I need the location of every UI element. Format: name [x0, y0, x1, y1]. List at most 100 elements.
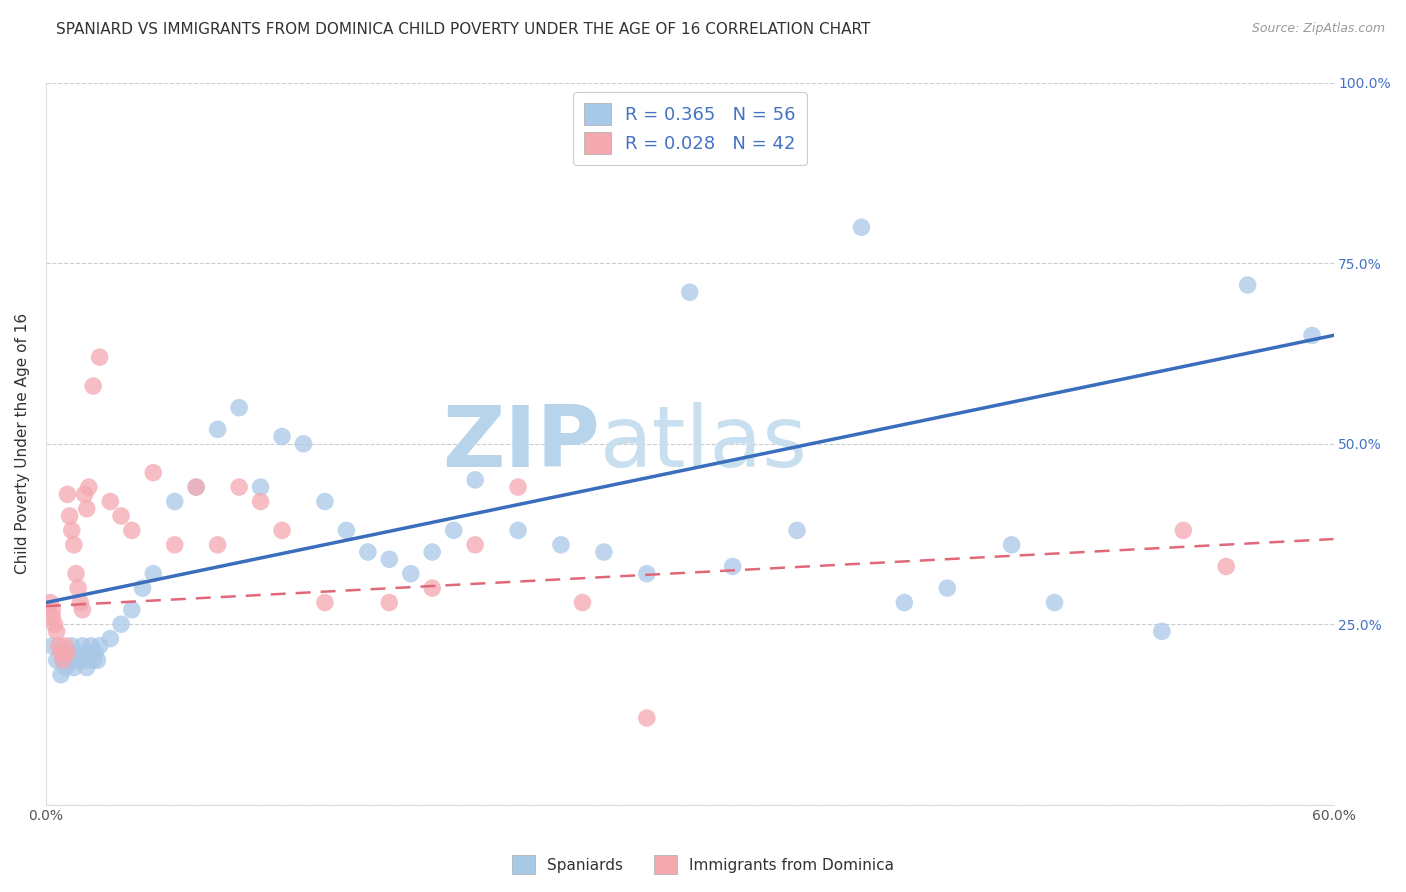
Point [58, 508, 80, 523]
Point [52, 653, 75, 667]
Point [48, 639, 70, 653]
Point [45, 624, 67, 639]
Point [186, 480, 208, 494]
Point [163, 494, 186, 508]
Point [399, 566, 422, 581]
Point [851, 220, 873, 235]
Point [1150, 624, 1173, 639]
Point [314, 494, 336, 508]
Point [72, 639, 94, 653]
Point [207, 538, 229, 552]
Point [249, 494, 271, 508]
Point [1001, 538, 1024, 552]
Point [53, 660, 76, 674]
Point [82, 379, 104, 393]
Point [1215, 559, 1237, 574]
Point [271, 524, 294, 538]
Point [636, 711, 658, 725]
Point [249, 480, 271, 494]
Point [41, 603, 63, 617]
Point [420, 581, 443, 595]
Point [142, 566, 165, 581]
Point [271, 429, 294, 443]
Point [121, 524, 143, 538]
Point [142, 466, 165, 480]
Legend: R = 0.365   N = 56, R = 0.028   N = 42: R = 0.365 N = 56, R = 0.028 N = 42 [572, 92, 807, 165]
Point [506, 524, 529, 538]
Point [110, 508, 132, 523]
Legend: Spaniards, Immigrants from Dominica: Spaniards, Immigrants from Dominica [506, 849, 900, 880]
Point [41, 639, 63, 653]
Point [786, 524, 808, 538]
Point [84, 646, 107, 660]
Point [98, 494, 121, 508]
Point [593, 545, 616, 559]
Point [77, 480, 100, 494]
Point [163, 538, 186, 552]
Point [58, 653, 80, 667]
Text: ZIP: ZIP [441, 402, 599, 485]
Point [378, 552, 401, 566]
Point [60, 524, 83, 538]
Point [420, 545, 443, 559]
Point [56, 646, 79, 660]
Point [636, 566, 658, 581]
Point [76, 660, 98, 674]
Point [121, 603, 143, 617]
Point [56, 646, 79, 660]
Point [65, 653, 87, 667]
Point [1301, 328, 1323, 343]
Point [207, 422, 229, 436]
Point [98, 632, 121, 646]
Point [63, 660, 86, 674]
Point [39, 596, 62, 610]
Point [67, 646, 90, 660]
Point [464, 538, 486, 552]
Point [1236, 278, 1258, 293]
Point [110, 617, 132, 632]
Y-axis label: Child Poverty Under the Age of 16: Child Poverty Under the Age of 16 [15, 313, 30, 574]
Point [82, 653, 104, 667]
Point [49, 667, 72, 681]
Point [41, 610, 63, 624]
Point [936, 581, 959, 595]
Point [73, 653, 96, 667]
Point [506, 480, 529, 494]
Point [44, 617, 66, 632]
Point [65, 566, 87, 581]
Point [721, 559, 744, 574]
Text: atlas: atlas [599, 402, 807, 485]
Point [378, 596, 401, 610]
Point [89, 639, 111, 653]
Point [45, 653, 67, 667]
Point [357, 545, 380, 559]
Point [679, 285, 702, 300]
Point [464, 473, 486, 487]
Point [335, 524, 357, 538]
Point [63, 538, 86, 552]
Point [69, 596, 91, 610]
Point [131, 581, 153, 595]
Point [67, 581, 90, 595]
Point [314, 596, 336, 610]
Point [443, 524, 465, 538]
Point [69, 653, 91, 667]
Point [72, 603, 94, 617]
Point [571, 596, 593, 610]
Point [60, 639, 83, 653]
Text: SPANIARD VS IMMIGRANTS FROM DOMINICA CHILD POVERTY UNDER THE AGE OF 16 CORRELATI: SPANIARD VS IMMIGRANTS FROM DOMINICA CHI… [56, 22, 870, 37]
Point [1043, 596, 1066, 610]
Point [292, 437, 315, 451]
Point [77, 646, 100, 660]
Point [56, 487, 79, 501]
Point [49, 646, 72, 660]
Point [89, 350, 111, 364]
Point [550, 538, 572, 552]
Point [893, 596, 915, 610]
Point [52, 653, 75, 667]
Point [53, 639, 76, 653]
Point [80, 639, 103, 653]
Point [86, 653, 108, 667]
Point [228, 401, 250, 415]
Point [186, 480, 208, 494]
